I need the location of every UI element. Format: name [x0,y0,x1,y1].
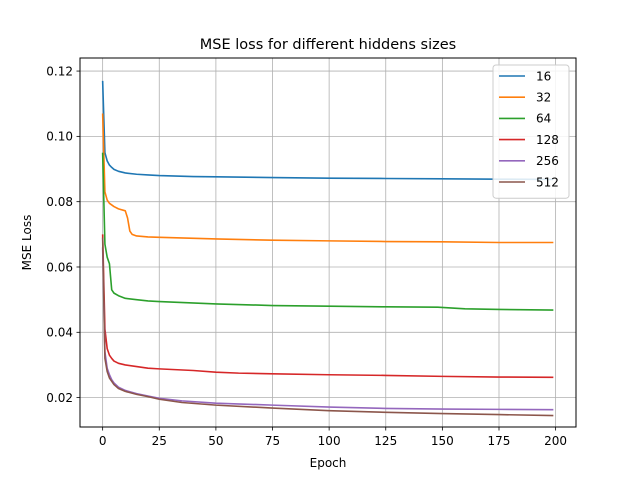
x-tick-label: 75 [265,434,280,448]
x-tick-label: 50 [208,434,223,448]
x-axis-ticks: 0 25 50 75 100 125 150 175 200 [99,427,567,448]
x-tick-label: 25 [152,434,167,448]
x-tick-label: 175 [488,434,511,448]
y-tick-label: 0.02 [46,391,73,405]
legend-label-32: 32 [536,91,551,105]
series-line-32 [101,113,554,244]
legend-label-256: 256 [536,154,559,168]
chart-title: MSE loss for different hiddens sizes [200,37,456,53]
series-line-64 [101,152,554,311]
y-axis-label: MSE Loss [20,215,34,271]
x-tick-label: 0 [99,434,107,448]
legend: 16 32 64 128 256 512 [492,64,570,199]
x-axis-label: Epoch [310,456,347,470]
legend-label-128: 128 [536,133,559,147]
y-tick-label: 0.12 [46,64,73,78]
legend-label-16: 16 [536,69,551,83]
x-tick-label: 125 [374,434,397,448]
y-axis-ticks: 0.02 0.04 0.06 0.08 0.10 0.12 [46,64,80,405]
plot-area-frame [79,57,577,428]
legend-label-512: 512 [536,175,559,189]
x-tick-label: 150 [431,434,454,448]
series-line-16 [101,80,554,181]
series-line-128 [101,234,554,379]
series-line-512 [101,237,554,417]
x-tick-label: 200 [544,434,567,448]
y-tick-label: 0.04 [46,326,73,340]
y-tick-label: 0.08 [46,195,73,209]
y-tick-label: 0.10 [46,130,73,144]
series-lines [101,80,554,417]
legend-label-64: 64 [536,112,551,126]
y-tick-label: 0.06 [46,260,73,274]
legend-box [492,64,570,199]
x-tick-label: 100 [318,434,341,448]
